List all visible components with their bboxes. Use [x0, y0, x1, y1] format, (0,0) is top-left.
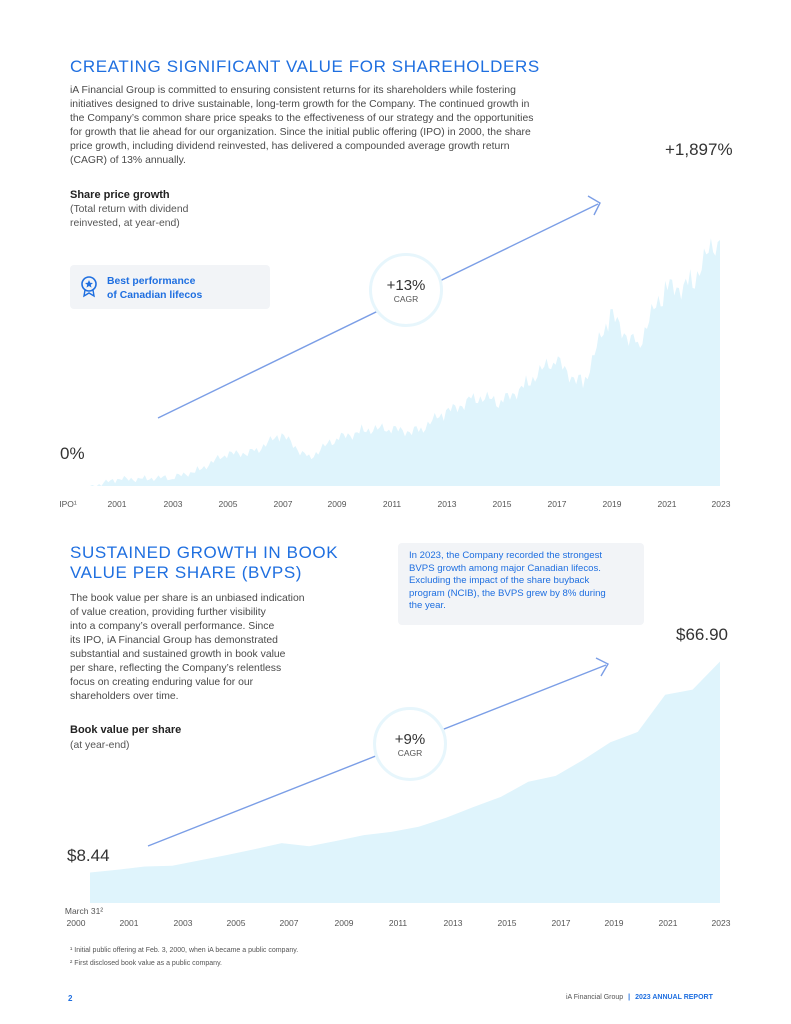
- paragraph-line: (CAGR) of 13% annually.: [70, 155, 186, 166]
- x-tick-label: 2013: [444, 918, 463, 928]
- x-tick-label: 2021: [658, 499, 677, 509]
- callout-line: the year.: [409, 600, 446, 611]
- x-tick-label: 2000: [67, 918, 86, 928]
- cagr-value: +13%: [386, 276, 426, 294]
- area-series: [90, 661, 720, 903]
- best-performance-badge: Best performance of Canadian lifecos: [70, 265, 270, 309]
- paragraph-line: the Company’s common share price speaks …: [70, 113, 534, 124]
- x-tick-label: 2005: [227, 918, 246, 928]
- x-tick-label: IPO¹: [59, 499, 77, 509]
- cagr-value: +9%: [394, 730, 426, 748]
- callout-line: program (NCIB), the BVPS grew by 8% duri…: [409, 587, 606, 599]
- x-tick-label: 2019: [603, 499, 622, 509]
- x-tick-label: 2021: [659, 918, 678, 928]
- chart-subtitle-bvps: (at year-end): [70, 740, 130, 751]
- x-tick-label: 2017: [552, 918, 571, 928]
- footnote-2: ² First disclosed book value as a public…: [70, 960, 222, 967]
- cagr-circle-share-price: +13% CAGR: [369, 253, 443, 327]
- paragraph-line: its IPO, iA Financial Group has demonstr…: [70, 635, 278, 646]
- x-tick-label: 2019: [605, 918, 624, 928]
- x-tick-label: 2005: [219, 499, 238, 509]
- callout-line: In 2023, the Company recorded the strong…: [409, 550, 603, 561]
- footer-company: iA Financial Group | 2023 ANNUAL REPORT: [566, 994, 713, 1001]
- total-return-value: +1,897%: [665, 140, 733, 159]
- x-tick-label: 2001: [120, 918, 139, 928]
- paragraph-line: into a company’s overall performance. Si…: [70, 621, 275, 632]
- title-line: SUSTAINED GROWTH IN BOOK: [70, 543, 339, 562]
- x-tick-label: 2003: [174, 918, 193, 928]
- paragraph-line: initiatives designed to drive sustainabl…: [70, 99, 530, 110]
- paragraph-line: The book value per share is an unbiased …: [70, 593, 305, 604]
- chart-title-share-price: Share price growth: [70, 189, 170, 201]
- section-title-share-value: CREATING SIGNIFICANT VALUE FOR SHAREHOLD…: [70, 57, 540, 76]
- x-tick-label: 2009: [328, 499, 347, 509]
- start-value-label: 0%: [60, 444, 85, 463]
- bvps-end-value: $66.90: [676, 625, 728, 644]
- cagr-circle-bvps: +9% CAGR: [373, 707, 447, 781]
- footer-company-name: iA Financial Group: [566, 994, 624, 1001]
- x-tick-label: 2009: [335, 918, 354, 928]
- x-tick-label: 2013: [438, 499, 457, 509]
- area-series: [90, 238, 720, 486]
- badge-line: of Canadian lifecos: [107, 290, 203, 301]
- chart-title-bvps: Book value per share: [70, 724, 182, 736]
- chart-subtitle-share-price: (Total return with dividend reinvested, …: [70, 203, 188, 231]
- x-tick-label: 2023: [712, 499, 731, 509]
- paragraph-line: per share, reflecting the Company’s rele…: [70, 663, 282, 674]
- footer-divider: |: [628, 994, 631, 1001]
- footnote-1: ¹ Initial public offering at Feb. 3, 200…: [70, 947, 299, 954]
- x-tick-label: 2001: [108, 499, 127, 509]
- chart-subtitle-line: (Total return with dividend: [70, 204, 189, 215]
- paragraph-line: substantial and sustained growth in book…: [70, 649, 286, 660]
- chart-subtitle-line: reinvested, at year-end): [70, 218, 180, 229]
- x-tick-label: 2007: [274, 499, 293, 509]
- badge-line: Best performance: [107, 276, 196, 287]
- paragraph-line: for growth that lie ahead for our organi…: [70, 127, 531, 138]
- paragraph-line: of value creation, providing further vis…: [70, 607, 266, 618]
- bvps-paragraph: The book value per share is an unbiased …: [70, 592, 360, 704]
- callout-line: BVPS growth among major Canadian lifecos…: [409, 562, 601, 574]
- paragraph-line: iA Financial Group is committed to ensur…: [70, 85, 516, 96]
- title-line: VALUE PER SHARE (BVPS): [70, 563, 303, 582]
- section-title-bvps: SUSTAINED GROWTH IN BOOK VALUE PER SHARE…: [70, 543, 338, 583]
- x-tick-label: 2015: [498, 918, 517, 928]
- paragraph-line: focus on creating enduring value for our: [70, 677, 254, 688]
- bvps-start-value: $8.44: [67, 846, 110, 865]
- x-tick-label: 2011: [389, 918, 408, 928]
- x-tick-label: 2015: [493, 499, 512, 509]
- page-number: 2: [68, 994, 73, 1003]
- x-tick-label: March 31²: [65, 906, 103, 916]
- x-tick-label: 2017: [548, 499, 567, 509]
- x-tick-label: 2003: [164, 499, 183, 509]
- cagr-label: CAGR: [393, 293, 419, 304]
- intro-paragraph: iA Financial Group is committed to ensur…: [70, 84, 610, 168]
- bvps-arrow-head: [595, 657, 609, 677]
- cagr-label: CAGR: [397, 747, 423, 758]
- paragraph-line: shareholders over time.: [70, 691, 179, 702]
- growth-arrow-head: [587, 195, 601, 216]
- bvps-callout: In 2023, the Company recorded the strong…: [398, 543, 644, 625]
- award-ribbon-icon: [81, 276, 97, 298]
- x-tick-label: 2023: [712, 918, 731, 928]
- paragraph-line: price growth, including dividend reinves…: [70, 141, 510, 152]
- callout-line: Excluding the impact of the share buybac…: [409, 575, 590, 586]
- x-tick-label: 2007: [280, 918, 299, 928]
- footer-report-title: 2023 ANNUAL REPORT: [635, 994, 713, 1001]
- x-tick-label: 2011: [383, 499, 402, 509]
